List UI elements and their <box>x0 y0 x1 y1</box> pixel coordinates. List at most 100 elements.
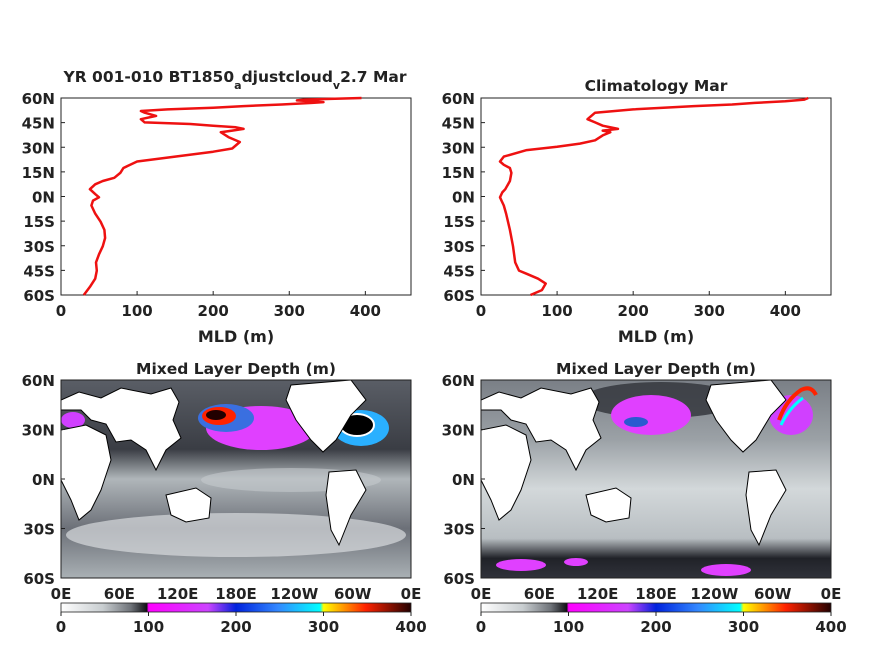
australia-land <box>165 487 212 523</box>
chart-3-y-ticks: 60N 30N 0N 30S 60S <box>22 372 65 588</box>
chart-2-x-tick-label: 400 <box>770 302 801 320</box>
chart-1-y-tick-label: 60N <box>22 90 55 108</box>
chart-3-colorbar-tick-label: 400 <box>395 618 426 636</box>
chart-4-x-tick-label: 120W <box>690 585 738 603</box>
chart-4-colorbar-ticks: 0 100 200 300 400 <box>476 612 847 636</box>
chart-2-x-tick-label: 200 <box>618 302 649 320</box>
chart-1-x-tick-label: 300 <box>274 302 305 320</box>
chart-1-title-part-4: 2.7 Mar <box>340 68 407 86</box>
chart-3-y-tick-label: 60S <box>23 570 55 588</box>
chart-2-y-tick-label: 15N <box>442 164 475 182</box>
chart-4-y-ticks: 60N 30N 0N 30S 60S <box>442 372 485 588</box>
eurasia-land <box>61 387 182 472</box>
chart-2-x-ticks: 0 100 200 300 400 <box>476 291 801 320</box>
chart-1-title: YR 001-010 BT1850adjustcloudv2.7 Mar <box>63 68 407 92</box>
chart-1-x-tick-label: 100 <box>121 302 152 320</box>
chart-4-colorbar-tick-label: 200 <box>640 618 671 636</box>
chart-2-y-tick-label: 60S <box>443 287 475 305</box>
africa-land <box>481 424 532 521</box>
chart-1-profile: YR 001-010 BT1850adjustcloudv2.7 Mar 0 10… <box>22 68 412 346</box>
chart-2-y-ticks: 60N 45N 30N 15N 0N 15S 30S 45S 60S <box>442 90 485 305</box>
chart-4-x-tick-label: 120E <box>577 585 619 603</box>
so-patch-1 <box>496 559 546 571</box>
chart-4-x-tick-label: 60W <box>754 585 792 603</box>
chart-2-profile: Climatology Mar 0 100 200 300 400 60N 45N 30N 1… <box>442 77 832 346</box>
chart-4-y-tick-label: 60N <box>442 372 475 390</box>
chart-4-y-tick-label: 30S <box>443 521 475 539</box>
gulfstream-cyan <box>779 396 804 426</box>
chart-1-y-tick-label: 60S <box>23 287 55 305</box>
chart-1-x-ticks: 0 100 200 300 400 <box>56 291 381 320</box>
chart-3-colorbar-tick-label: 300 <box>308 618 339 636</box>
med-mld <box>61 412 85 428</box>
chart-2-xlabel: MLD (m) <box>618 327 694 346</box>
chart-1-title-part-2: djustcloud <box>242 68 333 86</box>
chart-4-y-tick-label: 0N <box>452 471 475 489</box>
chart-1-y-tick-label: 30N <box>22 139 55 157</box>
chart-4-y-tick-label: 60S <box>443 570 475 588</box>
chart-3-y-tick-label: 30S <box>23 521 55 539</box>
chart-2-y-tick-label: 30N <box>442 139 475 157</box>
chart-2-series-line <box>498 96 809 297</box>
chart-2-plot-area <box>480 97 832 296</box>
chart-4-colorbar-tick-label: 300 <box>728 618 759 636</box>
chart-1-x-tick-label: 400 <box>350 302 381 320</box>
chart-1-y-tick-label: 45N <box>22 115 55 133</box>
chart-3-map: Mixed Layer Depth (m) 0E 60E 120E 180E 120W 6… <box>22 360 427 636</box>
chart-2-y-tick-label: 0N <box>452 189 475 207</box>
chart-3-x-tick-label: 0E <box>401 585 422 603</box>
chart-1-y-tick-label: 0N <box>32 189 55 207</box>
chart-1-y-tick-label: 30S <box>23 238 55 256</box>
chart-3-colorbar-tick-label: 100 <box>133 618 164 636</box>
kuroshio-core <box>206 410 226 420</box>
chart-3-colorbar-ticks: 0 100 200 300 400 <box>56 612 427 636</box>
south-america-land <box>745 469 787 547</box>
chart-4-x-ticks: 0E 60E 120E 180E 120W 60W 0E <box>471 585 842 603</box>
chart-2-y-tick-label: 60N <box>442 90 475 108</box>
chart-3-y-tick-label: 60N <box>22 372 55 390</box>
chart-2-y-tick-label: 15S <box>443 213 475 231</box>
chart-3-x-tick-label: 120W <box>270 585 318 603</box>
chart-4-map: Mixed Layer Depth (m) 0E 60E 120E 180E 120W 6… <box>442 360 847 636</box>
chart-1-y-tick-label: 45S <box>23 262 55 280</box>
gulfstream-red <box>777 386 818 421</box>
chart-1-y-tick-label: 15S <box>23 213 55 231</box>
chart-2-x-tick-label: 300 <box>694 302 725 320</box>
chart-2-title: Climatology Mar <box>585 77 728 95</box>
chart-1-xlabel: MLD (m) <box>198 327 274 346</box>
chart-2-y-tick-label: 45S <box>443 262 475 280</box>
chart-3-x-tick-label: 0E <box>51 585 72 603</box>
chart-4-colorbar <box>480 602 832 613</box>
chart-3-title: Mixed Layer Depth (m) <box>136 360 336 378</box>
chart-2-x-tick-label: 100 <box>541 302 572 320</box>
chart-3-x-tick-label: 120E <box>157 585 199 603</box>
chart-3-colorbar-tick-label: 200 <box>220 618 251 636</box>
north-america-land <box>705 380 787 453</box>
chart-1-y-ticks: 60N 45N 30N 15N 0N 15S 30S 45S 60S <box>22 90 65 305</box>
chart-4-x-tick-label: 0E <box>821 585 842 603</box>
chart-1-title-part-0: YR 001-010 BT1850 <box>63 68 235 86</box>
chart-3-x-tick-label: 60W <box>334 585 372 603</box>
chart-1-title-part-1: a <box>234 79 241 92</box>
chart-4-x-tick-label: 60E <box>524 585 555 603</box>
chart-1-y-tick-label: 15N <box>22 164 55 182</box>
chart-1-x-tick-label: 0 <box>56 302 66 320</box>
southern-ocean-band <box>66 513 406 557</box>
chart-4-y-tick-label: 30N <box>442 422 475 440</box>
chart-4-x-tick-label: 180E <box>635 585 677 603</box>
chart-3-y-tick-label: 0N <box>32 471 55 489</box>
chart-3-y-tick-label: 30N <box>22 422 55 440</box>
so-patch-3 <box>701 564 751 576</box>
chart-3-x-ticks: 0E 60E 120E 180E 120W 60W 0E <box>51 585 422 603</box>
pacific-blue-patch <box>624 417 648 427</box>
chart-4-colorbar-tick-label: 400 <box>815 618 846 636</box>
chart-2-y-tick-label: 45N <box>442 115 475 133</box>
australia-land <box>585 487 632 523</box>
pacific-deep-mld <box>611 395 691 435</box>
chart-4-title: Mixed Layer Depth (m) <box>556 360 756 378</box>
chart-1-x-tick-label: 200 <box>198 302 229 320</box>
chart-1-title-part-3: v <box>333 79 341 92</box>
africa-land <box>61 424 112 521</box>
chart-1-series-line <box>82 96 362 296</box>
